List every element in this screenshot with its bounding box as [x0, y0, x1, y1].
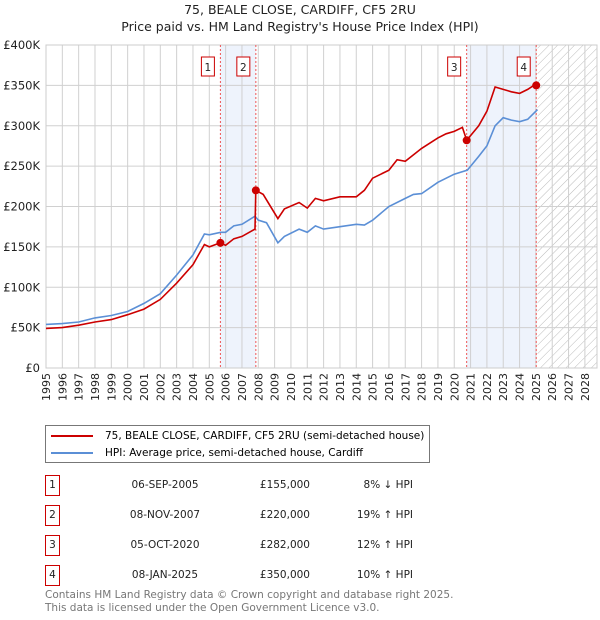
x-tick-label: 2017: [399, 373, 412, 401]
x-tick-label: 1995: [40, 373, 53, 401]
legend-label: 75, BEALE CLOSE, CARDIFF, CF5 2RU (semi-…: [105, 430, 425, 442]
y-tick-label: £300K: [3, 119, 40, 133]
sale-point: [216, 238, 225, 247]
y-tick-label: £100K: [3, 280, 40, 294]
transaction-row: 3 05-OCT-2020 £282,000 12% ↑ HPI: [45, 535, 465, 556]
y-tick-label: £400K: [3, 38, 40, 52]
x-tick-label: 2010: [285, 373, 298, 401]
x-tick-label: 2023: [497, 373, 510, 401]
sale-label-box: [516, 56, 531, 77]
legend-swatch-blue: [51, 452, 93, 454]
x-tick-label: 2009: [269, 373, 282, 401]
chart-title: 75, BEALE CLOSE, CARDIFF, CF5 2RU: [184, 2, 416, 17]
x-tick-label: 2000: [122, 373, 135, 401]
legend-item-hpi: HPI: Average price, semi-detached house,…: [51, 446, 363, 460]
x-tick-label: 2007: [236, 373, 249, 401]
sale-point: [251, 186, 260, 195]
x-tick-label: 2013: [334, 373, 347, 401]
x-tick-label: 2006: [220, 373, 233, 401]
x-tick-label: 2012: [318, 373, 331, 401]
x-tick-label: 2026: [546, 373, 559, 401]
x-tick-label: 2019: [432, 373, 445, 401]
x-tick-label: 2001: [138, 373, 151, 401]
legend-swatch-red: [51, 435, 93, 437]
transaction-date: 05-OCT-2020: [130, 539, 200, 551]
x-tick-label: 2022: [481, 373, 494, 401]
plot-frame: [45, 44, 598, 369]
x-tick-label: 1996: [56, 373, 69, 401]
transaction-date: 06-SEP-2005: [131, 479, 199, 491]
x-tick-label: 2014: [350, 373, 363, 401]
transaction-hpi: 19% ↑ HPI: [356, 509, 413, 521]
x-tick-label: 2027: [563, 373, 576, 401]
sale-label-box: [200, 56, 215, 77]
x-tick-label: 2004: [187, 373, 200, 401]
price-chart: 1995 1996 1997 1998 1999 2000 2001 2002 2003 2004…: [3, 38, 598, 401]
y-tick-label: £200K: [3, 200, 40, 214]
y-tick-label: £50K: [11, 321, 41, 335]
sale-label-box: [447, 56, 462, 77]
transaction-hpi: 10% ↑ HPI: [356, 569, 413, 581]
sale-label: 2: [240, 62, 247, 74]
transaction-price: £155,000: [259, 479, 310, 491]
x-tick-label: 2020: [448, 373, 461, 401]
transaction-price: £220,000: [259, 509, 310, 521]
legend-item-property: 75, BEALE CLOSE, CARDIFF, CF5 2RU (semi-…: [51, 429, 424, 443]
x-tick-label: 2028: [579, 373, 592, 401]
transaction-number: 2: [45, 505, 60, 526]
transaction-hpi: 12% ↑ HPI: [356, 539, 413, 551]
x-tick-label: 2003: [171, 373, 184, 401]
footer-licence: This data is licensed under the Open Gov…: [45, 602, 380, 614]
x-tick-label: 1998: [89, 373, 102, 401]
transaction-number: 3: [45, 535, 60, 556]
y-tick-label: £150K: [3, 240, 40, 254]
sale-label-box: [236, 56, 251, 77]
transaction-number: 4: [45, 565, 60, 586]
footer-copyright: Contains HM Land Registry data © Crown c…: [45, 589, 454, 601]
transaction-number: 1: [45, 475, 60, 496]
x-tick-label: 2002: [154, 373, 167, 401]
transaction-row: 1 06-SEP-2005 £155,000 8% ↓ HPI: [45, 475, 465, 496]
legend-label: HPI: Average price, semi-detached house,…: [105, 447, 363, 459]
sale-point: [462, 136, 471, 145]
y-tick-label: £250K: [3, 159, 40, 173]
x-tick-label: 2018: [416, 373, 429, 401]
chart-subtitle: Price paid vs. HM Land Registry's House …: [121, 19, 479, 34]
x-tick-label: 2008: [252, 373, 265, 401]
sale-point: [532, 81, 541, 90]
hpi-line: [45, 109, 539, 326]
sale-label: 4: [520, 62, 527, 74]
x-tick-label: 1997: [73, 373, 86, 401]
x-tick-label: 1999: [105, 373, 118, 401]
x-tick-label: 2021: [465, 373, 478, 401]
transaction-row: 4 08-JAN-2025 £350,000 10% ↑ HPI: [45, 565, 465, 586]
y-tick-label: £0: [25, 361, 40, 375]
x-tick-label: 2011: [301, 373, 314, 401]
y-tick-label: £350K: [3, 78, 40, 92]
transaction-price: £350,000: [259, 569, 310, 581]
transaction-row: 2 08-NOV-2007 £220,000 19% ↑ HPI: [45, 505, 465, 526]
x-tick-label: 2005: [203, 373, 216, 401]
transaction-date: 08-NOV-2007: [129, 509, 201, 521]
x-tick-label: 2025: [530, 373, 543, 401]
property-price-line: [45, 82, 539, 330]
transaction-price: £282,000: [259, 539, 310, 551]
transaction-hpi: 8% ↓ HPI: [363, 479, 413, 491]
sale-label: 3: [451, 62, 458, 74]
x-tick-label: 2015: [367, 373, 380, 401]
sale-label: 1: [205, 62, 212, 74]
legend: 75, BEALE CLOSE, CARDIFF, CF5 2RU (semi-…: [45, 425, 430, 463]
x-tick-label: 2016: [383, 373, 396, 401]
x-tick-label: 2024: [514, 373, 527, 401]
transaction-date: 08-JAN-2025: [131, 569, 199, 581]
